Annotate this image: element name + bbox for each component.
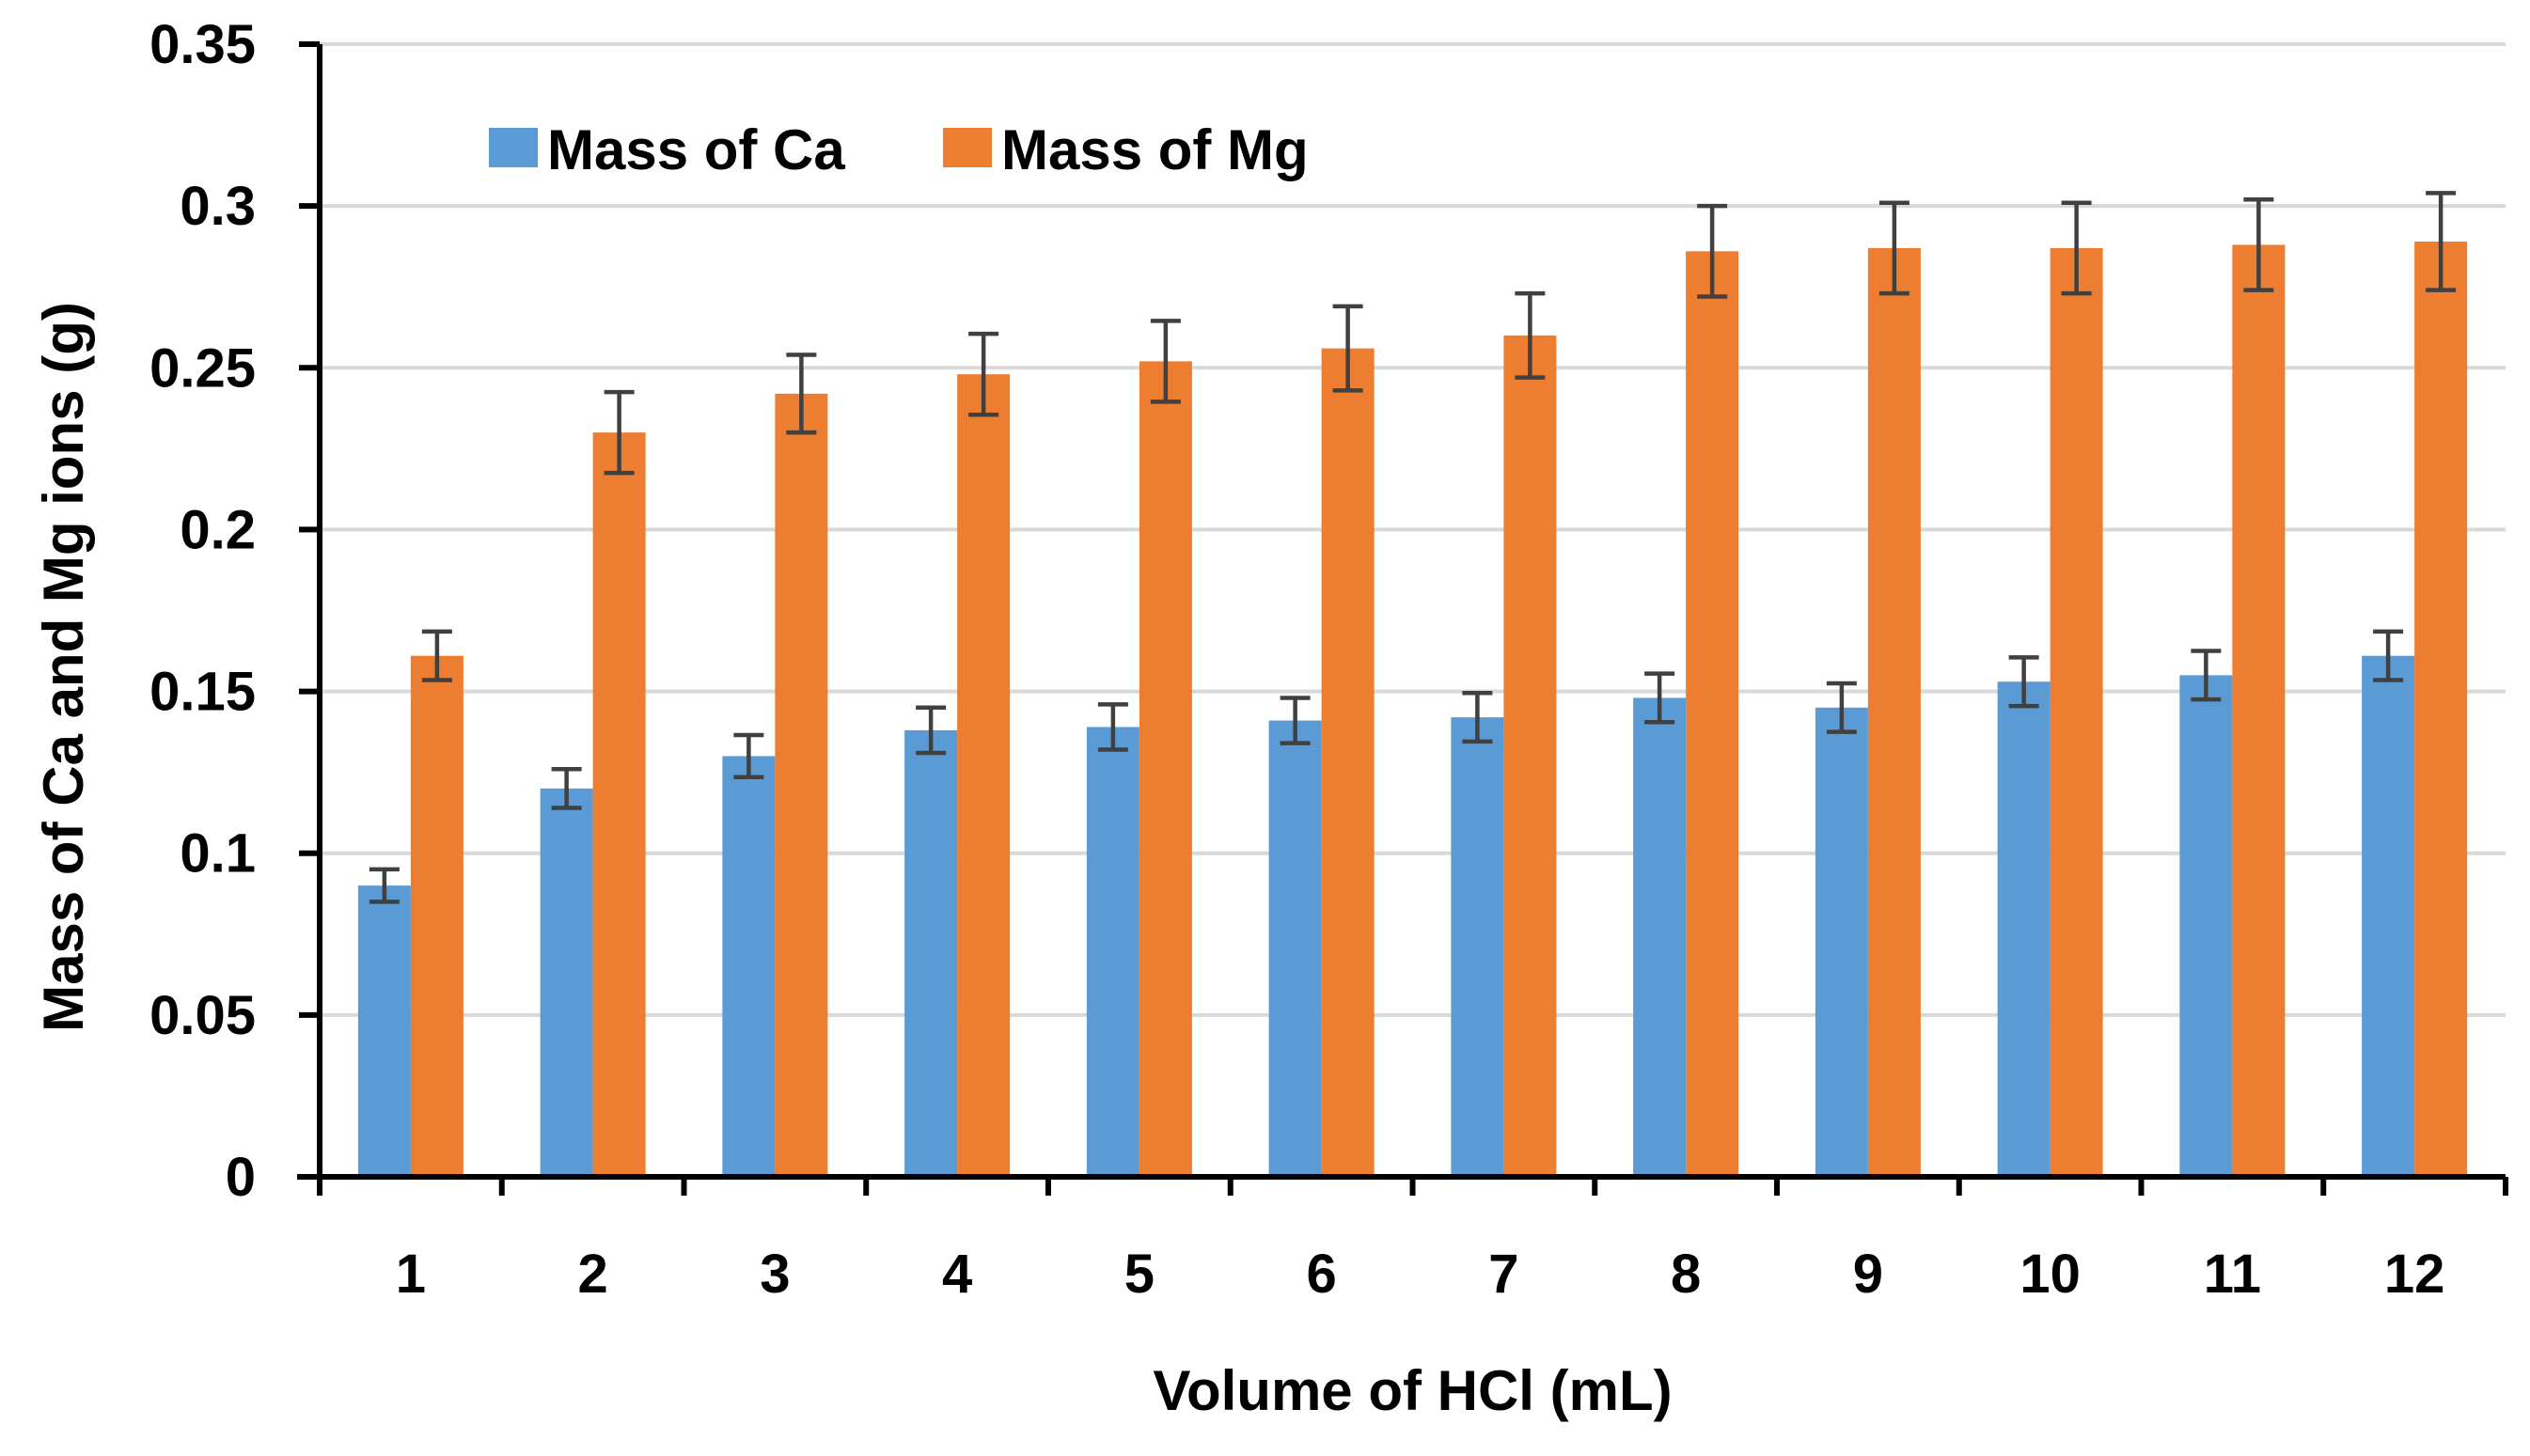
legend-swatch-ca [489, 128, 538, 167]
bar-ca [1815, 707, 1868, 1177]
error-bar [2243, 197, 2274, 292]
error-bar [2373, 629, 2404, 682]
error-bar [1150, 319, 1181, 404]
bar-ca [357, 885, 411, 1177]
bar-ca [904, 729, 958, 1177]
error-bar [421, 629, 452, 682]
legend: Mass of Ca Mass of Mg [489, 118, 1309, 181]
bar-mg [775, 393, 828, 1177]
x-tick-labels: 1 2 3 4 5 6 7 8 9 10 11 12 [396, 1244, 2445, 1305]
error-bar [551, 766, 582, 810]
x-tick-label: 1 [396, 1244, 426, 1305]
bar-ca [1451, 717, 1504, 1177]
y-tick-label: 0.3 [180, 176, 256, 237]
error-bar [1697, 203, 1728, 299]
x-tick-label: 7 [1488, 1244, 1518, 1305]
error-bar [1462, 691, 1493, 744]
error-bar [1826, 681, 1857, 734]
error-bar [1280, 696, 1311, 745]
bar-ca [2179, 675, 2233, 1177]
error-bars [369, 191, 2457, 904]
error-bar [1878, 200, 1909, 296]
error-bar [2426, 191, 2457, 292]
bar-ca [1997, 681, 2051, 1177]
axes [297, 41, 2508, 1196]
error-bar [2061, 200, 2092, 296]
x-tick-label: 4 [942, 1244, 972, 1305]
bar-mg [2414, 242, 2468, 1177]
gridlines [320, 42, 2506, 1017]
error-bar [1332, 304, 1363, 393]
x-tick-label: 12 [2384, 1244, 2445, 1305]
bar-mg [1686, 251, 1739, 1177]
x-axis-title: Volume of HCl (mL) [1153, 1359, 1672, 1422]
bar-mg [2050, 247, 2103, 1177]
error-bar [733, 732, 764, 780]
y-tick-label: 0.05 [149, 985, 256, 1046]
bar-ca [1086, 727, 1139, 1177]
y-tick-label: 0.35 [149, 14, 256, 75]
bar-ca [1633, 697, 1687, 1177]
error-bar [2008, 655, 2039, 709]
x-tick-label: 10 [2019, 1244, 2081, 1305]
x-tick-label: 5 [1124, 1244, 1155, 1305]
legend-label-mg: Mass of Mg [1001, 118, 1309, 181]
x-tick-label: 8 [1671, 1244, 1701, 1305]
bar-mg [957, 374, 1011, 1178]
error-bar [2191, 649, 2222, 702]
bar-mg [1503, 335, 1557, 1177]
error-bar [604, 389, 635, 476]
bar-ca [1268, 720, 1322, 1177]
error-bar [968, 331, 999, 417]
x-tick-label: 11 [2204, 1244, 2261, 1305]
legend-label-ca: Mass of Ca [547, 118, 845, 181]
x-tick-label: 9 [1853, 1244, 1883, 1305]
error-bar [1515, 290, 1546, 380]
legend-swatch-mg [943, 128, 992, 167]
x-tick-label: 6 [1306, 1244, 1336, 1305]
y-tick-label: 0.1 [180, 823, 256, 885]
bar-mg [1867, 247, 1921, 1177]
y-tick-label: 0.25 [149, 337, 256, 399]
y-tick-labels: 0 0.05 0.1 0.15 0.2 0.25 0.3 0.35 [149, 14, 256, 1208]
error-bar [1644, 671, 1675, 725]
bar-ca [540, 788, 593, 1177]
y-axis-title: Mass of Ca and Mg ions (g) [32, 302, 95, 1032]
y-tick-label: 0.2 [180, 499, 256, 560]
error-bar [786, 352, 817, 435]
error-bar [916, 705, 947, 756]
y-tick-label: 0 [226, 1147, 256, 1208]
x-tick-label: 3 [760, 1244, 790, 1305]
y-tick-label: 0.15 [149, 662, 256, 723]
bar-ca [722, 756, 776, 1177]
bar-mg [592, 432, 646, 1178]
bar-mg [1321, 348, 1375, 1178]
bar-mg [410, 655, 464, 1177]
bars [357, 242, 2468, 1178]
x-tick-label: 2 [577, 1244, 607, 1305]
bar-mg [1139, 361, 1192, 1177]
bar-ca [2362, 655, 2415, 1177]
error-bar [369, 867, 400, 904]
bar-mg [2232, 244, 2286, 1177]
error-bar [1097, 702, 1128, 752]
